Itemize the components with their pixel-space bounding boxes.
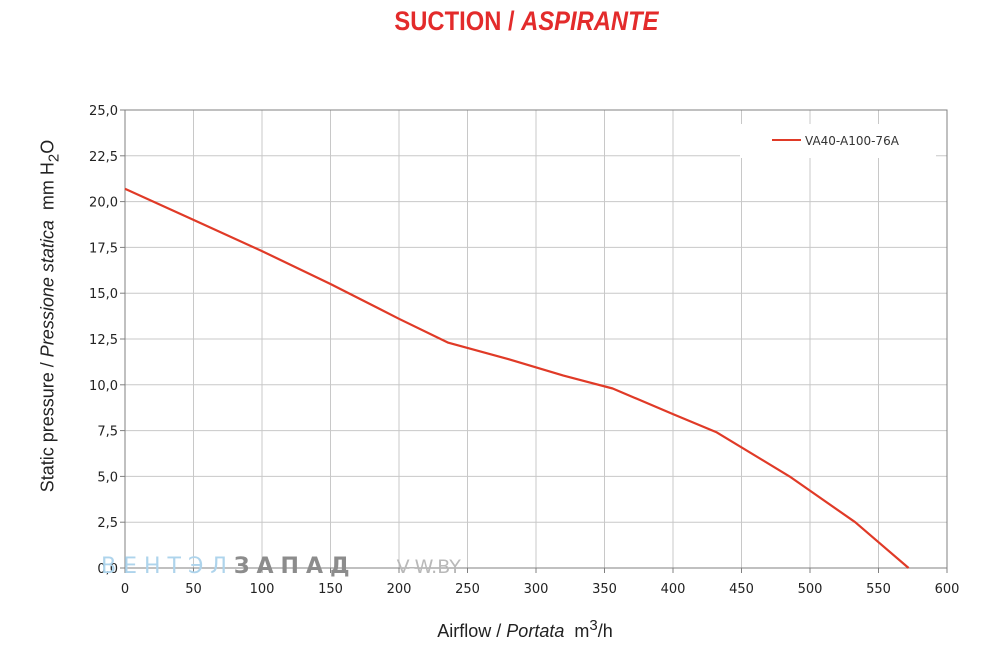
x-tick-label: 550 xyxy=(866,582,891,597)
x-tick-label: 400 xyxy=(661,582,686,597)
x-axis-label: Airflow / Portata m3/h xyxy=(437,617,612,642)
title-separator: / xyxy=(501,6,522,36)
y-tick-label: 15,0 xyxy=(89,287,118,302)
series-line xyxy=(124,187,910,569)
x-tick-label: 0 xyxy=(121,582,129,597)
x-tick-label: 300 xyxy=(524,582,549,597)
watermark-part3: V-W.BY xyxy=(396,556,461,578)
x-tick-label: 200 xyxy=(387,582,412,597)
y-tick-label: 0,0 xyxy=(97,562,118,577)
y-tick-label: 20,0 xyxy=(89,196,118,211)
x-label-unit-end: /h xyxy=(597,621,613,641)
y-tick-label: 2,5 xyxy=(97,516,118,531)
y-label-sep: / xyxy=(37,357,58,373)
y-tick-label: 10,0 xyxy=(89,379,118,394)
x-label-unit: m xyxy=(574,621,590,641)
y-tick-label: 7,5 xyxy=(97,425,118,440)
legend: VA40-A100-76A xyxy=(740,124,936,158)
y-label-italic: Pressione statica xyxy=(37,220,58,358)
series-layer xyxy=(124,187,910,569)
watermark-part2: ЗАПАД xyxy=(233,554,357,579)
x-tick-label: 500 xyxy=(798,582,823,597)
y-label-unit-sub: 2 xyxy=(45,153,63,163)
legend-label: VA40-A100-76A xyxy=(805,134,900,148)
x-tick-label: 100 xyxy=(250,582,275,597)
y-tick-label: 12,5 xyxy=(89,333,118,348)
y-axis-label: Static pressure / Pressione statica mm H… xyxy=(38,140,63,493)
title-main: SUCTION xyxy=(394,6,502,36)
x-tick-label: 150 xyxy=(318,582,343,597)
y-label-unit-end: O xyxy=(37,139,58,154)
chart-title: SUCTION / ASPIRANTE xyxy=(63,6,990,37)
x-tick-label: 600 xyxy=(935,582,960,597)
axes: 0 50 100 150 200 250 300 350 400 450 500 550 600 0,0 2… xyxy=(89,104,959,597)
x-tick-label: 450 xyxy=(729,582,754,597)
x-tick-label: 50 xyxy=(185,582,202,597)
x-tick-label: 350 xyxy=(592,582,617,597)
x-label-sep: / xyxy=(491,621,507,641)
x-label-unit-sup: 3 xyxy=(589,617,598,634)
watermark-part1: ВЕНТЭЛ xyxy=(101,554,234,579)
y-tick-label: 17,5 xyxy=(89,241,118,256)
x-label-regular: Airflow xyxy=(437,621,492,641)
y-tick-label: 22,5 xyxy=(89,150,118,165)
x-tick-label: 250 xyxy=(455,582,480,597)
y-tick-label: 25,0 xyxy=(89,104,118,119)
y-label-unit: mm H xyxy=(37,162,58,211)
y-label-regular: Static pressure xyxy=(37,372,58,493)
y-tick-label: 5,0 xyxy=(97,470,118,485)
title-italic: ASPIRANTE xyxy=(521,6,659,36)
x-label-italic: Portata xyxy=(506,621,565,641)
watermark: ВЕНТЭЛЗАПАД V-W.BY xyxy=(101,554,461,579)
